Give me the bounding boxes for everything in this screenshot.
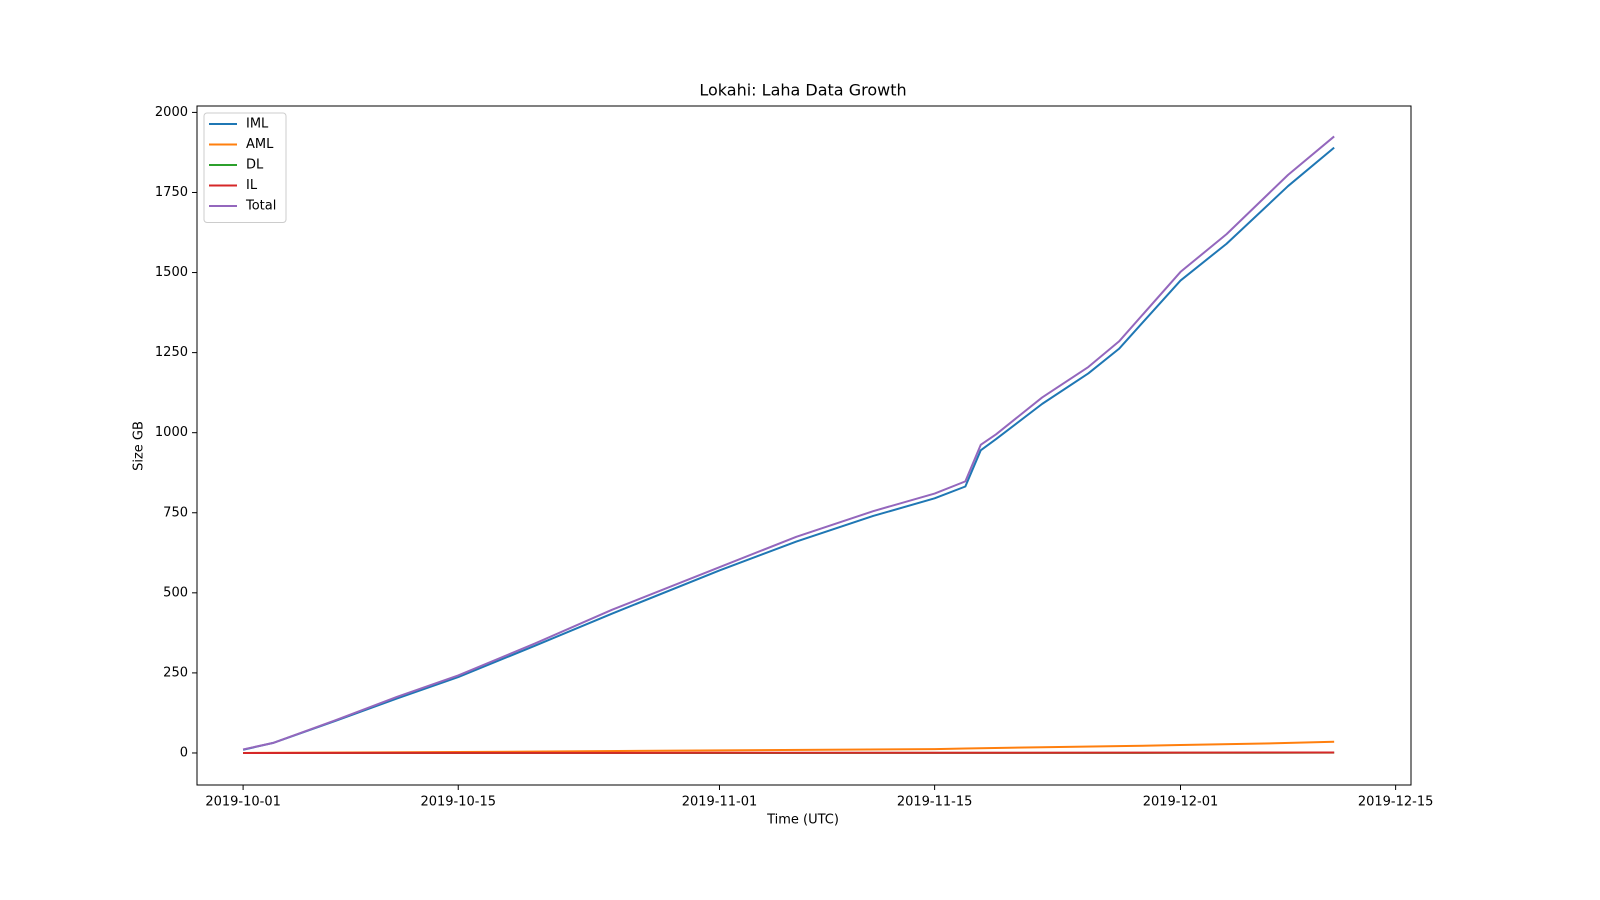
x-tick-label: 2019-11-15 [897,795,973,810]
y-tick-label: 2000 [155,105,188,120]
y-tick-label: 1000 [155,425,188,440]
series-line-iml [242,146,1335,751]
x-tick-label: 2019-10-01 [205,795,281,810]
y-tick-label: 500 [163,585,188,600]
legend-label-iml: IML [246,117,269,132]
x-tick-label: 2019-11-01 [682,795,758,810]
y-axis-title: Size GB [132,421,147,471]
legend-label-il: IL [246,178,258,193]
chart-title: Lokahi: Laha Data Growth [699,81,906,100]
series-line-total [242,135,1335,751]
y-tick-label: 0 [180,745,188,760]
x-tick-label: 2019-10-15 [420,795,496,810]
x-tick-label: 2019-12-01 [1143,795,1219,810]
series-line-aml [243,740,1335,754]
y-tick-label: 250 [163,665,188,680]
legend-label-total: Total [245,199,276,214]
y-tick-label: 1750 [155,185,188,200]
x-axis-title: Time (UTC) [766,813,839,828]
legend-frame [203,112,287,223]
y-tick-label: 750 [163,505,188,520]
x-tick-label: 2019-12-15 [1358,795,1434,810]
y-tick-label: 1250 [155,345,188,360]
legend-label-aml: AML [246,137,274,152]
plot-frame [196,105,1412,786]
y-tick-label: 1500 [155,265,188,280]
legend: IML AML DL IL Total [203,112,287,223]
legend-label-dl: DL [246,158,264,173]
